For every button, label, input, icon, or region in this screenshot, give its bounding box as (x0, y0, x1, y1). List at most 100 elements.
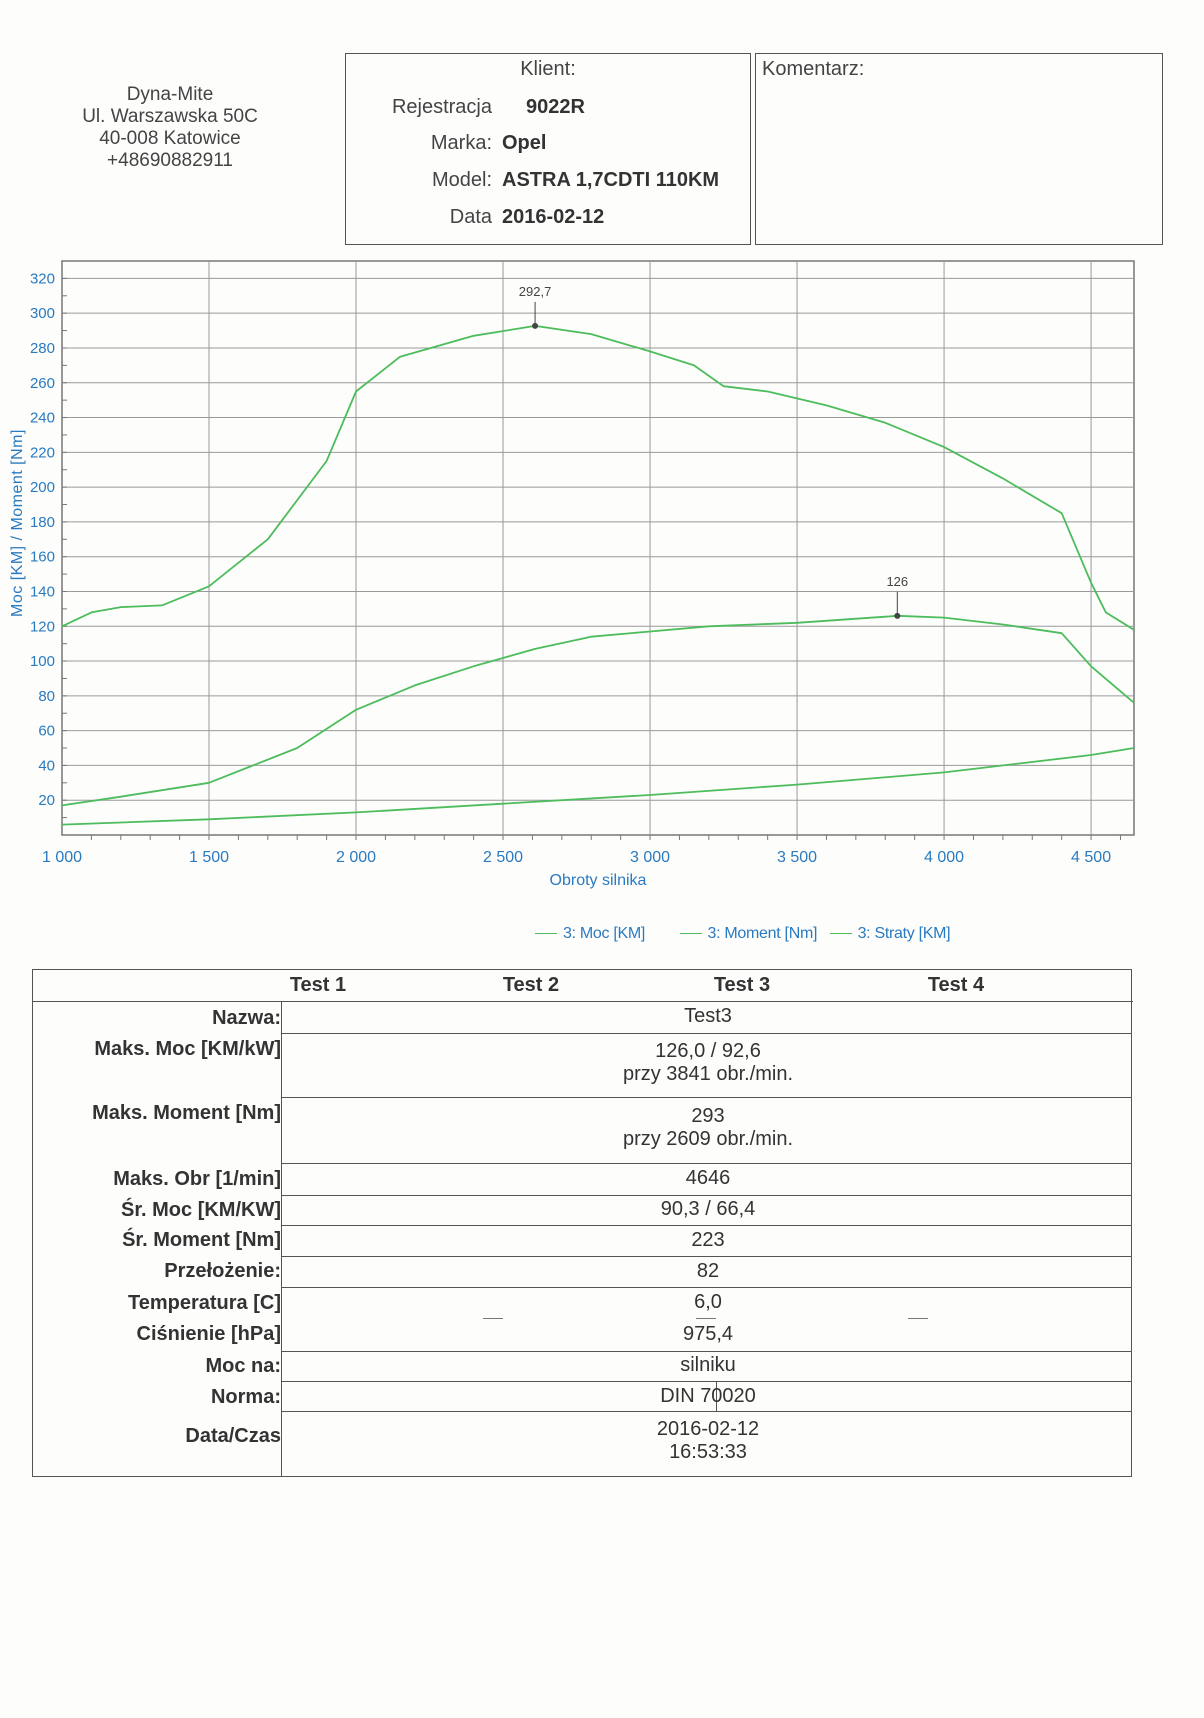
losses-curve (61, 747, 1135, 826)
chart-legend: 3: Moc [KM] 3: Moment [Nm] 3: Straty [KM… (535, 925, 958, 943)
peak-marker-dot (532, 322, 539, 329)
client-label: Data (449, 206, 492, 228)
row-value-line: 6,0 (694, 1291, 722, 1313)
row-value-max-torque: 293 przy 2609 obr./min. (283, 1105, 1133, 1151)
row-value-avg-torque: 223 (283, 1229, 1133, 1252)
table-divider (281, 1256, 1131, 1257)
x-tick-label: 2 500 (483, 849, 523, 866)
legend-label: 3: Straty [KM] (857, 925, 951, 942)
row-value-line: 90,3 / 66,4 (660, 1198, 756, 1220)
torque-curve (61, 325, 1135, 631)
table-divider (281, 1195, 1131, 1196)
client-label: Model: (431, 169, 492, 191)
y-tick-label: 100 (30, 653, 55, 670)
row-value-standard: DIN 70020 (283, 1385, 1133, 1408)
row-label-avg-torque: Śr. Moment [Nm] (122, 1229, 281, 1251)
row-value-pressure: 975,4 (283, 1323, 1133, 1346)
y-tick-label: 300 (30, 305, 55, 322)
client-value: ASTRA 1,7CDTI 110KM (502, 169, 720, 191)
table-divider (281, 1287, 1131, 1288)
row-value-power-at: silniku (283, 1354, 1133, 1377)
y-tick-label: 140 (30, 583, 55, 600)
table-divider (281, 1225, 1131, 1226)
client-info-box: Klient: Rejestracja 9022R Marka: Opel Mo… (345, 53, 751, 245)
row-value-line: 2016-02-12 (656, 1418, 760, 1440)
company-address: Dyna-Mite Ul. Warszawska 50C 40-008 Kato… (60, 84, 280, 172)
y-tick-label: 160 (30, 549, 55, 566)
row-value-line: przy 3841 obr./min. (622, 1063, 794, 1085)
row-label-datetime: Data/Czas (185, 1425, 281, 1447)
client-row-make: Marka: Opel (346, 132, 750, 162)
row-value-line: 126,0 / 92,6 (655, 1040, 761, 1062)
y-tick-label: 180 (30, 514, 55, 531)
y-tick-label: 220 (30, 444, 55, 461)
client-row-registration: Rejestracja 9022R (346, 96, 750, 126)
row-value-gear-ratio: 82 (283, 1260, 1133, 1283)
row-value-temperature: 6,0 (283, 1291, 1133, 1314)
y-tick-label: 320 (30, 270, 55, 287)
x-tick-label: 1 000 (42, 849, 82, 866)
row-value-line: przy 2609 obr./min. (622, 1128, 794, 1150)
table-dash (483, 1318, 503, 1319)
x-tick-label: 4 000 (924, 849, 964, 866)
table-divider (33, 1001, 1133, 1002)
row-value-max-rpm: 4646 (283, 1167, 1133, 1190)
row-label-max-torque: Maks. Moment [Nm] (92, 1102, 281, 1124)
row-value-line: Test3 (684, 1005, 732, 1027)
x-tick-label: 3 500 (777, 849, 817, 866)
column-header-test-3: Test 3 (713, 974, 771, 996)
y-tick-label: 40 (38, 757, 55, 774)
table-dash (908, 1318, 928, 1319)
y-tick-label: 260 (30, 375, 55, 392)
plot-frame (61, 260, 1135, 836)
legend-item-losses: 3: Straty [KM] (829, 925, 951, 942)
row-value-avg-power: 90,3 / 66,4 (283, 1198, 1133, 1221)
y-tick-label: 20 (38, 792, 55, 809)
client-value: 9022R (526, 96, 585, 118)
peak-marker-dot (894, 612, 901, 619)
row-value-line: silniku (680, 1354, 736, 1376)
column-header-test-4: Test 4 (927, 974, 985, 996)
column-header-test-2: Test 2 (502, 974, 560, 996)
y-tick-label: 120 (30, 618, 55, 635)
company-city: 40-008 Katowice (99, 128, 241, 149)
y-tick-label: 240 (30, 410, 55, 427)
table-divider (281, 1351, 1131, 1352)
row-label-temperature: Temperatura [C] (128, 1292, 281, 1314)
legend-item-power: 3: Moc [KM] (535, 925, 645, 942)
row-label-avg-power: Śr. Moc [KM/KW] (121, 1199, 281, 1221)
x-tick-label: 3 000 (630, 849, 670, 866)
client-row-model: Model: ASTRA 1,7CDTI 110KM (346, 169, 750, 199)
table-divider (281, 1001, 282, 1477)
x-tick-label: 2 000 (336, 849, 376, 866)
legend-swatch (535, 933, 557, 935)
row-label-power-at: Moc na: (205, 1355, 281, 1377)
y-tick-label: 80 (38, 688, 55, 705)
table-divider (281, 1381, 1131, 1382)
table-divider (281, 1097, 1131, 1098)
peak-value-label: 126 (886, 574, 908, 589)
table-divider (716, 1381, 717, 1411)
row-label-gear-ratio: Przełożenie: (164, 1260, 281, 1282)
table-divider (281, 1033, 1131, 1034)
client-label: Rejestracja (391, 96, 492, 118)
row-label-name: Nazwa: (212, 1007, 281, 1029)
y-tick-label: 200 (30, 479, 55, 496)
table-divider (281, 1163, 1131, 1164)
client-row-date: Data 2016-02-12 (346, 206, 750, 236)
legend-item-torque: 3: Moment [Nm] (679, 925, 818, 942)
legend-swatch (829, 933, 852, 935)
company-street: Ul. Warszawska 50C (82, 106, 258, 127)
x-tick-label: 4 500 (1071, 849, 1111, 866)
client-value: Opel (502, 132, 547, 154)
row-label-standard: Norma: (210, 1386, 281, 1408)
dyno-chart: 20 40 60 80 100 120 140 160 180 200 220 240 260 280 30… (9, 260, 1135, 889)
row-value-line: 82 (696, 1260, 720, 1282)
legend-label: 3: Moment [Nm] (707, 925, 818, 942)
row-value-line: 293 (691, 1105, 725, 1127)
row-value-name: Test3 (283, 1005, 1133, 1028)
row-value-datetime: 2016-02-12 16:53:33 (283, 1418, 1133, 1464)
y-axis-label: Moc [KM] / Moment [Nm] (9, 429, 26, 617)
client-label: Marka: (430, 132, 492, 154)
x-tick-label: 1 500 (189, 849, 229, 866)
